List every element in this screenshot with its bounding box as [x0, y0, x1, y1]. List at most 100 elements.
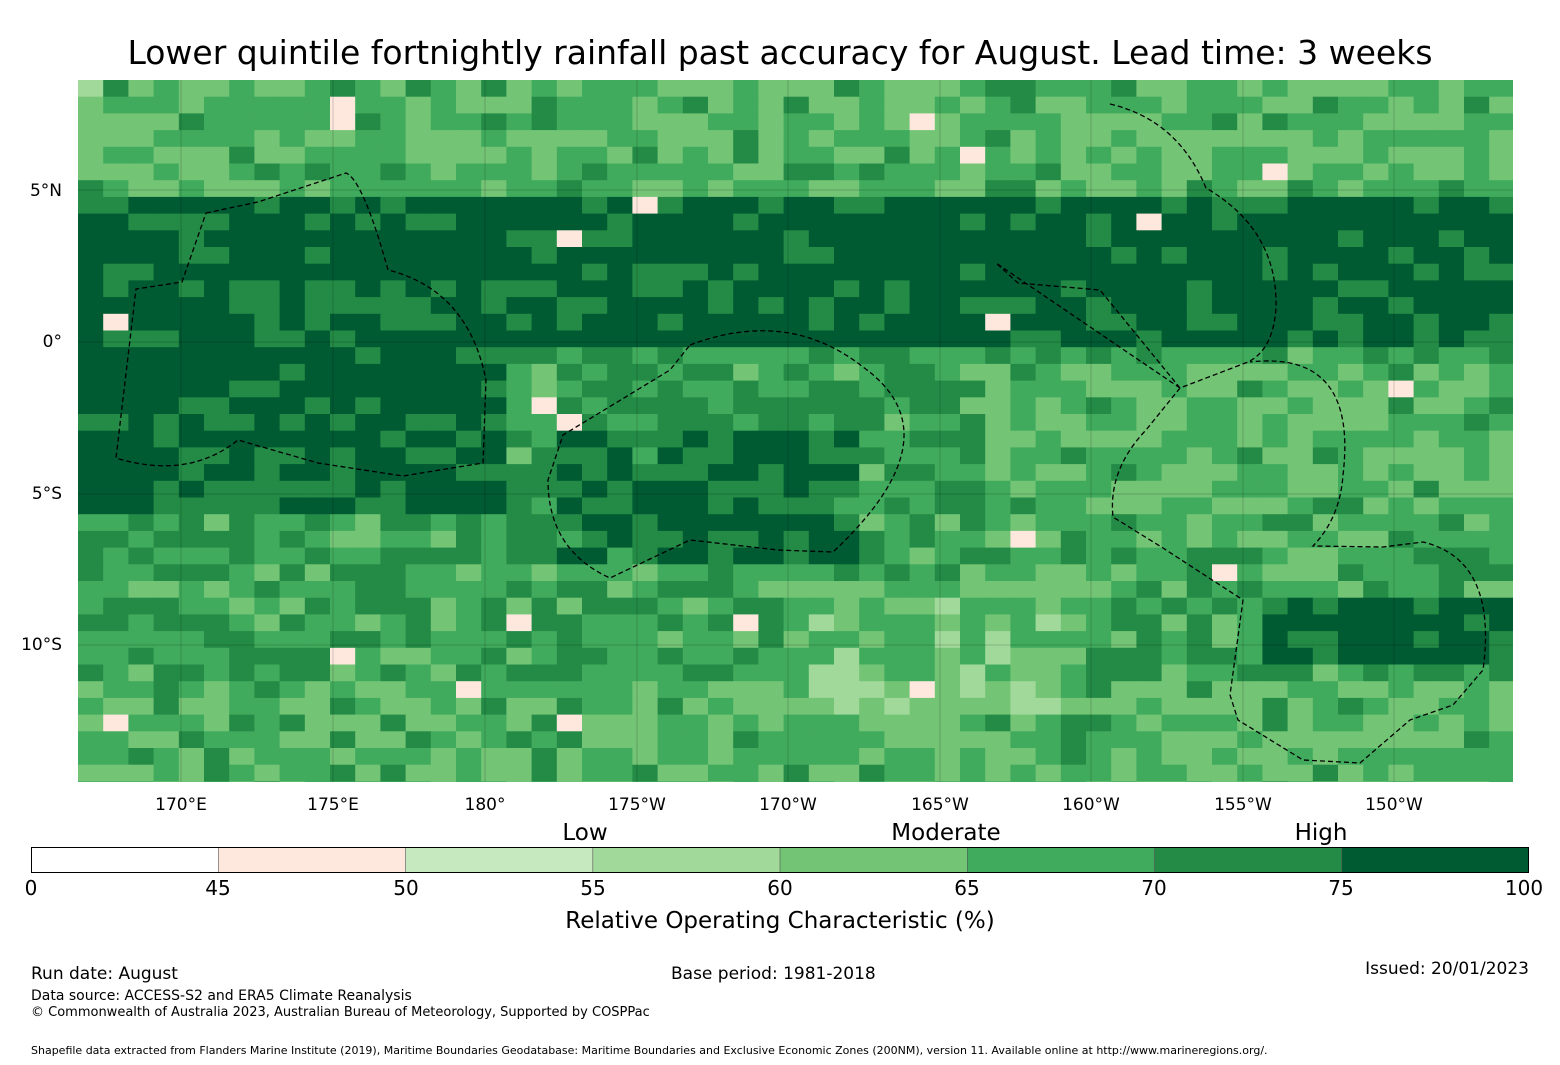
map-cell — [1035, 196, 1062, 214]
map-cell — [128, 514, 154, 532]
map-cell — [632, 80, 658, 98]
map-cell — [178, 731, 205, 749]
map-cell — [1489, 380, 1513, 398]
map-cell — [1086, 647, 1112, 665]
map-cell — [128, 213, 154, 231]
map-cell — [985, 748, 1011, 766]
map-cell — [934, 96, 961, 114]
map-cell — [1312, 146, 1339, 164]
map-cell — [682, 263, 709, 281]
map-cell — [708, 347, 734, 365]
map-cell — [1237, 614, 1263, 632]
map-cell — [128, 280, 154, 298]
map-cell — [607, 597, 633, 615]
map-cell — [279, 397, 306, 415]
map-cell — [1060, 347, 1087, 365]
map-cell — [657, 397, 684, 415]
map-cell — [657, 146, 684, 164]
map-cell — [934, 113, 961, 131]
map-cell — [834, 213, 860, 231]
map-cell — [1060, 297, 1087, 315]
map-cell — [657, 180, 684, 198]
map-cell — [531, 430, 558, 448]
map-cell — [1237, 447, 1263, 465]
map-cell — [1111, 230, 1137, 248]
map-cell — [1287, 280, 1314, 298]
map-cell — [279, 514, 306, 532]
map-cell — [430, 347, 457, 365]
map-cell — [834, 748, 860, 766]
map-cell — [481, 297, 507, 315]
map-cell — [859, 313, 885, 331]
map-cell — [178, 464, 205, 482]
map-cell — [153, 631, 180, 649]
map-cell — [1060, 581, 1087, 599]
map-cell — [1489, 96, 1513, 114]
map-cell — [1161, 397, 1188, 415]
map-cell — [708, 731, 734, 749]
map-cell — [1010, 130, 1036, 148]
map-cell — [859, 514, 885, 532]
map-cell — [254, 447, 280, 465]
map-cell — [405, 714, 432, 732]
map-cell — [1438, 280, 1465, 298]
map-cell — [430, 664, 457, 682]
map-cell — [1111, 464, 1137, 482]
map-cell — [657, 647, 684, 665]
map-cell — [1489, 247, 1513, 265]
map-cell — [531, 280, 558, 298]
map-cell — [531, 196, 558, 214]
map-cell — [1388, 380, 1414, 398]
map-cell — [380, 180, 406, 198]
map-cell — [229, 564, 255, 582]
map-cell — [103, 347, 129, 365]
map-cell — [355, 380, 381, 398]
map-cell — [355, 480, 381, 498]
map-cell — [330, 180, 356, 198]
map-cell — [960, 681, 986, 699]
map-cell — [1086, 196, 1112, 214]
map-cell — [909, 631, 936, 649]
map-cell — [1035, 764, 1062, 782]
map-cell — [1212, 196, 1238, 214]
map-cell — [254, 514, 280, 532]
map-cell — [758, 447, 784, 465]
map-cell — [380, 697, 406, 715]
map-cell — [178, 597, 205, 615]
map-cell — [153, 213, 180, 231]
map-cell — [733, 113, 759, 131]
map-cell — [405, 547, 432, 565]
map-cell — [1262, 414, 1288, 432]
map-cell — [708, 180, 734, 198]
map-cell — [1161, 297, 1188, 315]
map-cell — [657, 280, 684, 298]
map-cell — [1413, 480, 1440, 498]
map-cell — [229, 497, 255, 515]
map-cell — [405, 781, 432, 782]
map-cell — [1413, 564, 1440, 582]
map-cell — [834, 631, 860, 649]
map-cell — [960, 447, 986, 465]
map-cell — [758, 597, 784, 615]
map-cell — [254, 464, 280, 482]
map-cell — [1010, 146, 1036, 164]
map-cell — [1438, 414, 1465, 432]
map-cell — [304, 80, 331, 98]
map-cell — [506, 514, 532, 532]
map-cell — [1312, 547, 1339, 565]
map-cell — [1237, 96, 1263, 114]
map-cell — [1489, 464, 1513, 482]
map-cell — [1262, 230, 1288, 248]
map-cell — [430, 647, 457, 665]
map-cell — [355, 530, 381, 548]
map-cell — [1010, 280, 1036, 298]
map-cell — [1363, 597, 1389, 615]
map-cell — [506, 681, 532, 699]
map-cell — [531, 213, 558, 231]
map-cell — [1312, 196, 1339, 214]
map-cell — [808, 146, 835, 164]
map-cell — [1035, 80, 1062, 98]
map-cell — [1464, 497, 1490, 515]
map-cell — [985, 764, 1011, 782]
map-cell — [178, 146, 205, 164]
